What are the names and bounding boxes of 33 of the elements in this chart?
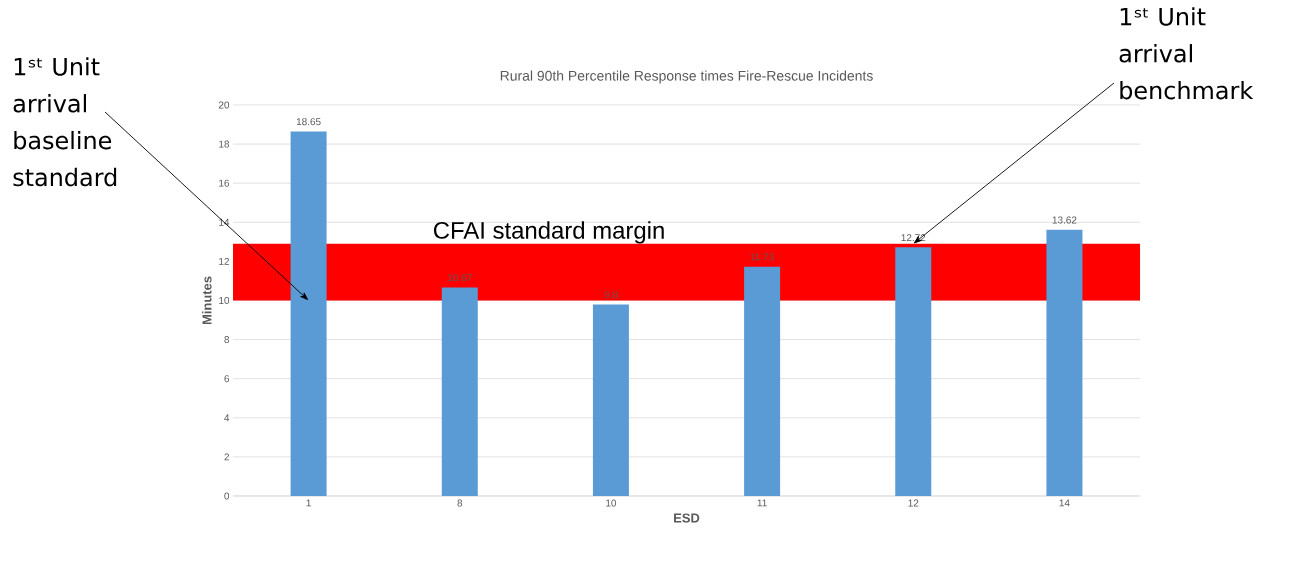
data-label: 18.65	[296, 118, 321, 126]
data-label: 9.8	[604, 291, 618, 299]
y-tick-label: 10	[219, 296, 230, 305]
data-label: 13.62	[1052, 216, 1077, 224]
y-tick-label: 12	[219, 257, 229, 265]
y-tick-label: 18	[219, 140, 230, 148]
y-axis-title: Minutes	[202, 276, 212, 325]
annotation: 1ˢᵗ Unit arrival benchmark	[1119, 7, 1254, 100]
x-tick-label: 10	[606, 499, 617, 507]
bar	[744, 266, 781, 496]
y-tick-label: 8	[224, 336, 230, 344]
annotation: 1ˢᵗ Unit arrival baseline standard	[13, 57, 117, 187]
bar	[290, 131, 327, 496]
y-tick-label: 6	[224, 375, 230, 383]
chart-title: Rural 90th Percentile Response times Fire-Rescue Incidents	[500, 70, 873, 84]
bar	[1046, 229, 1083, 496]
bar	[592, 304, 629, 496]
bar	[441, 287, 478, 496]
y-tick-label: 20	[218, 101, 230, 109]
y-tick-label: 16	[219, 179, 230, 187]
x-tick-label: 12	[908, 499, 919, 507]
y-tick-label: 0	[224, 492, 230, 500]
data-label: 10.67	[448, 274, 472, 282]
x-tick-label: 11	[757, 499, 767, 507]
y-tick-label: 2	[224, 453, 229, 461]
band-label: CFAI standard margin	[433, 221, 664, 244]
data-label: 11.73	[750, 253, 774, 261]
x-tick-label: 1	[306, 499, 311, 507]
bar	[895, 247, 932, 496]
x-tick-label: 8	[457, 499, 463, 507]
x-tick-label: 14	[1059, 499, 1070, 507]
x-axis-title: ESD	[674, 513, 700, 523]
y-tick-label: 4	[224, 414, 230, 422]
